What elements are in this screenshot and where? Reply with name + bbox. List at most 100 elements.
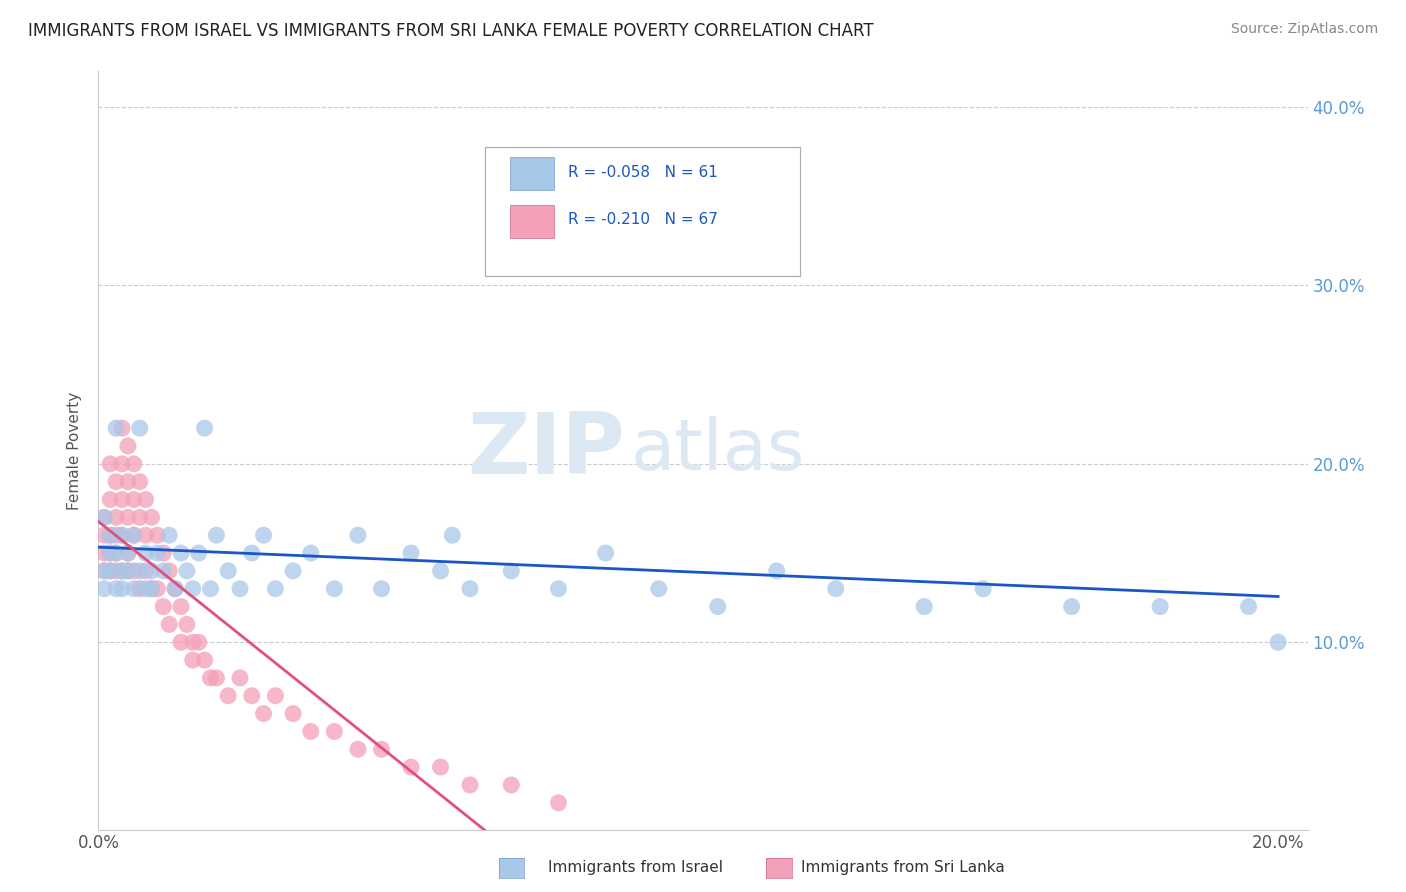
Point — [240, 546, 263, 560]
Point — [547, 582, 569, 596]
Point — [281, 564, 304, 578]
Text: IMMIGRANTS FROM ISRAEL VS IMMIGRANTS FROM SRI LANKA FEMALE POVERTY CORRELATION C: IMMIGRANTS FROM ISRAEL VS IMMIGRANTS FRO… — [28, 22, 873, 40]
Point — [458, 582, 481, 596]
Point — [122, 528, 145, 542]
Point — [281, 706, 304, 721]
Text: R = -0.058   N = 61: R = -0.058 N = 61 — [568, 165, 717, 179]
Point — [117, 439, 139, 453]
Point — [240, 689, 263, 703]
Point — [122, 528, 145, 542]
Text: R = -0.210   N = 67: R = -0.210 N = 67 — [568, 212, 717, 227]
Point — [187, 546, 209, 560]
Point — [111, 564, 134, 578]
Point — [441, 528, 464, 542]
Point — [111, 528, 134, 542]
Point — [93, 582, 115, 596]
Point — [429, 760, 451, 774]
Point — [1237, 599, 1260, 614]
Text: Source: ZipAtlas.com: Source: ZipAtlas.com — [1230, 22, 1378, 37]
Point — [560, 153, 582, 168]
Point — [122, 457, 145, 471]
Point — [117, 564, 139, 578]
Point — [264, 582, 287, 596]
Point — [141, 582, 163, 596]
FancyBboxPatch shape — [485, 147, 800, 277]
Point — [547, 796, 569, 810]
Point — [105, 510, 128, 524]
Point — [152, 564, 174, 578]
Point — [111, 457, 134, 471]
Point — [170, 546, 193, 560]
Point — [146, 546, 169, 560]
Point — [98, 528, 121, 542]
Point — [111, 528, 134, 542]
Point — [229, 671, 252, 685]
Point — [399, 546, 422, 560]
FancyBboxPatch shape — [509, 205, 554, 238]
Point — [93, 528, 115, 542]
Point — [105, 421, 128, 435]
Point — [1267, 635, 1289, 649]
Point — [264, 689, 287, 703]
Point — [105, 546, 128, 560]
Point — [111, 421, 134, 435]
Point — [912, 599, 935, 614]
Point — [111, 564, 134, 578]
Point — [128, 510, 150, 524]
Point — [1149, 599, 1171, 614]
Point — [181, 653, 204, 667]
Point — [200, 671, 222, 685]
Point — [141, 510, 163, 524]
Point — [252, 706, 274, 721]
Point — [194, 421, 217, 435]
Point — [98, 564, 121, 578]
Text: atlas: atlas — [630, 416, 804, 485]
Point — [105, 582, 128, 596]
Point — [170, 599, 193, 614]
Point — [141, 582, 163, 596]
Point — [370, 582, 392, 596]
Text: ZIP: ZIP — [467, 409, 624, 492]
Point — [187, 635, 209, 649]
Point — [98, 564, 121, 578]
Point — [98, 492, 121, 507]
Point — [98, 546, 121, 560]
Point — [217, 689, 239, 703]
Point — [252, 528, 274, 542]
Point — [141, 564, 163, 578]
Point — [165, 582, 187, 596]
Point — [347, 742, 370, 756]
Point — [648, 582, 671, 596]
Point — [117, 546, 139, 560]
Point — [765, 564, 787, 578]
Point — [122, 564, 145, 578]
Point — [128, 582, 150, 596]
Point — [128, 564, 150, 578]
Point — [152, 546, 174, 560]
Text: Immigrants from Sri Lanka: Immigrants from Sri Lanka — [801, 860, 1005, 874]
Point — [181, 582, 204, 596]
Point — [105, 564, 128, 578]
Point — [146, 582, 169, 596]
Point — [111, 582, 134, 596]
Point — [399, 760, 422, 774]
Point — [93, 510, 115, 524]
Point — [323, 724, 346, 739]
Point — [217, 564, 239, 578]
Point — [135, 546, 157, 560]
Point — [135, 582, 157, 596]
Point — [157, 564, 180, 578]
Point — [299, 546, 322, 560]
Point — [98, 528, 121, 542]
Point — [93, 510, 115, 524]
Point — [122, 582, 145, 596]
Point — [157, 617, 180, 632]
Point — [194, 653, 217, 667]
Point — [501, 778, 523, 792]
Point — [181, 635, 204, 649]
Point — [117, 510, 139, 524]
Point — [117, 546, 139, 560]
Point — [595, 546, 617, 560]
Point — [117, 475, 139, 489]
Point — [229, 582, 252, 596]
